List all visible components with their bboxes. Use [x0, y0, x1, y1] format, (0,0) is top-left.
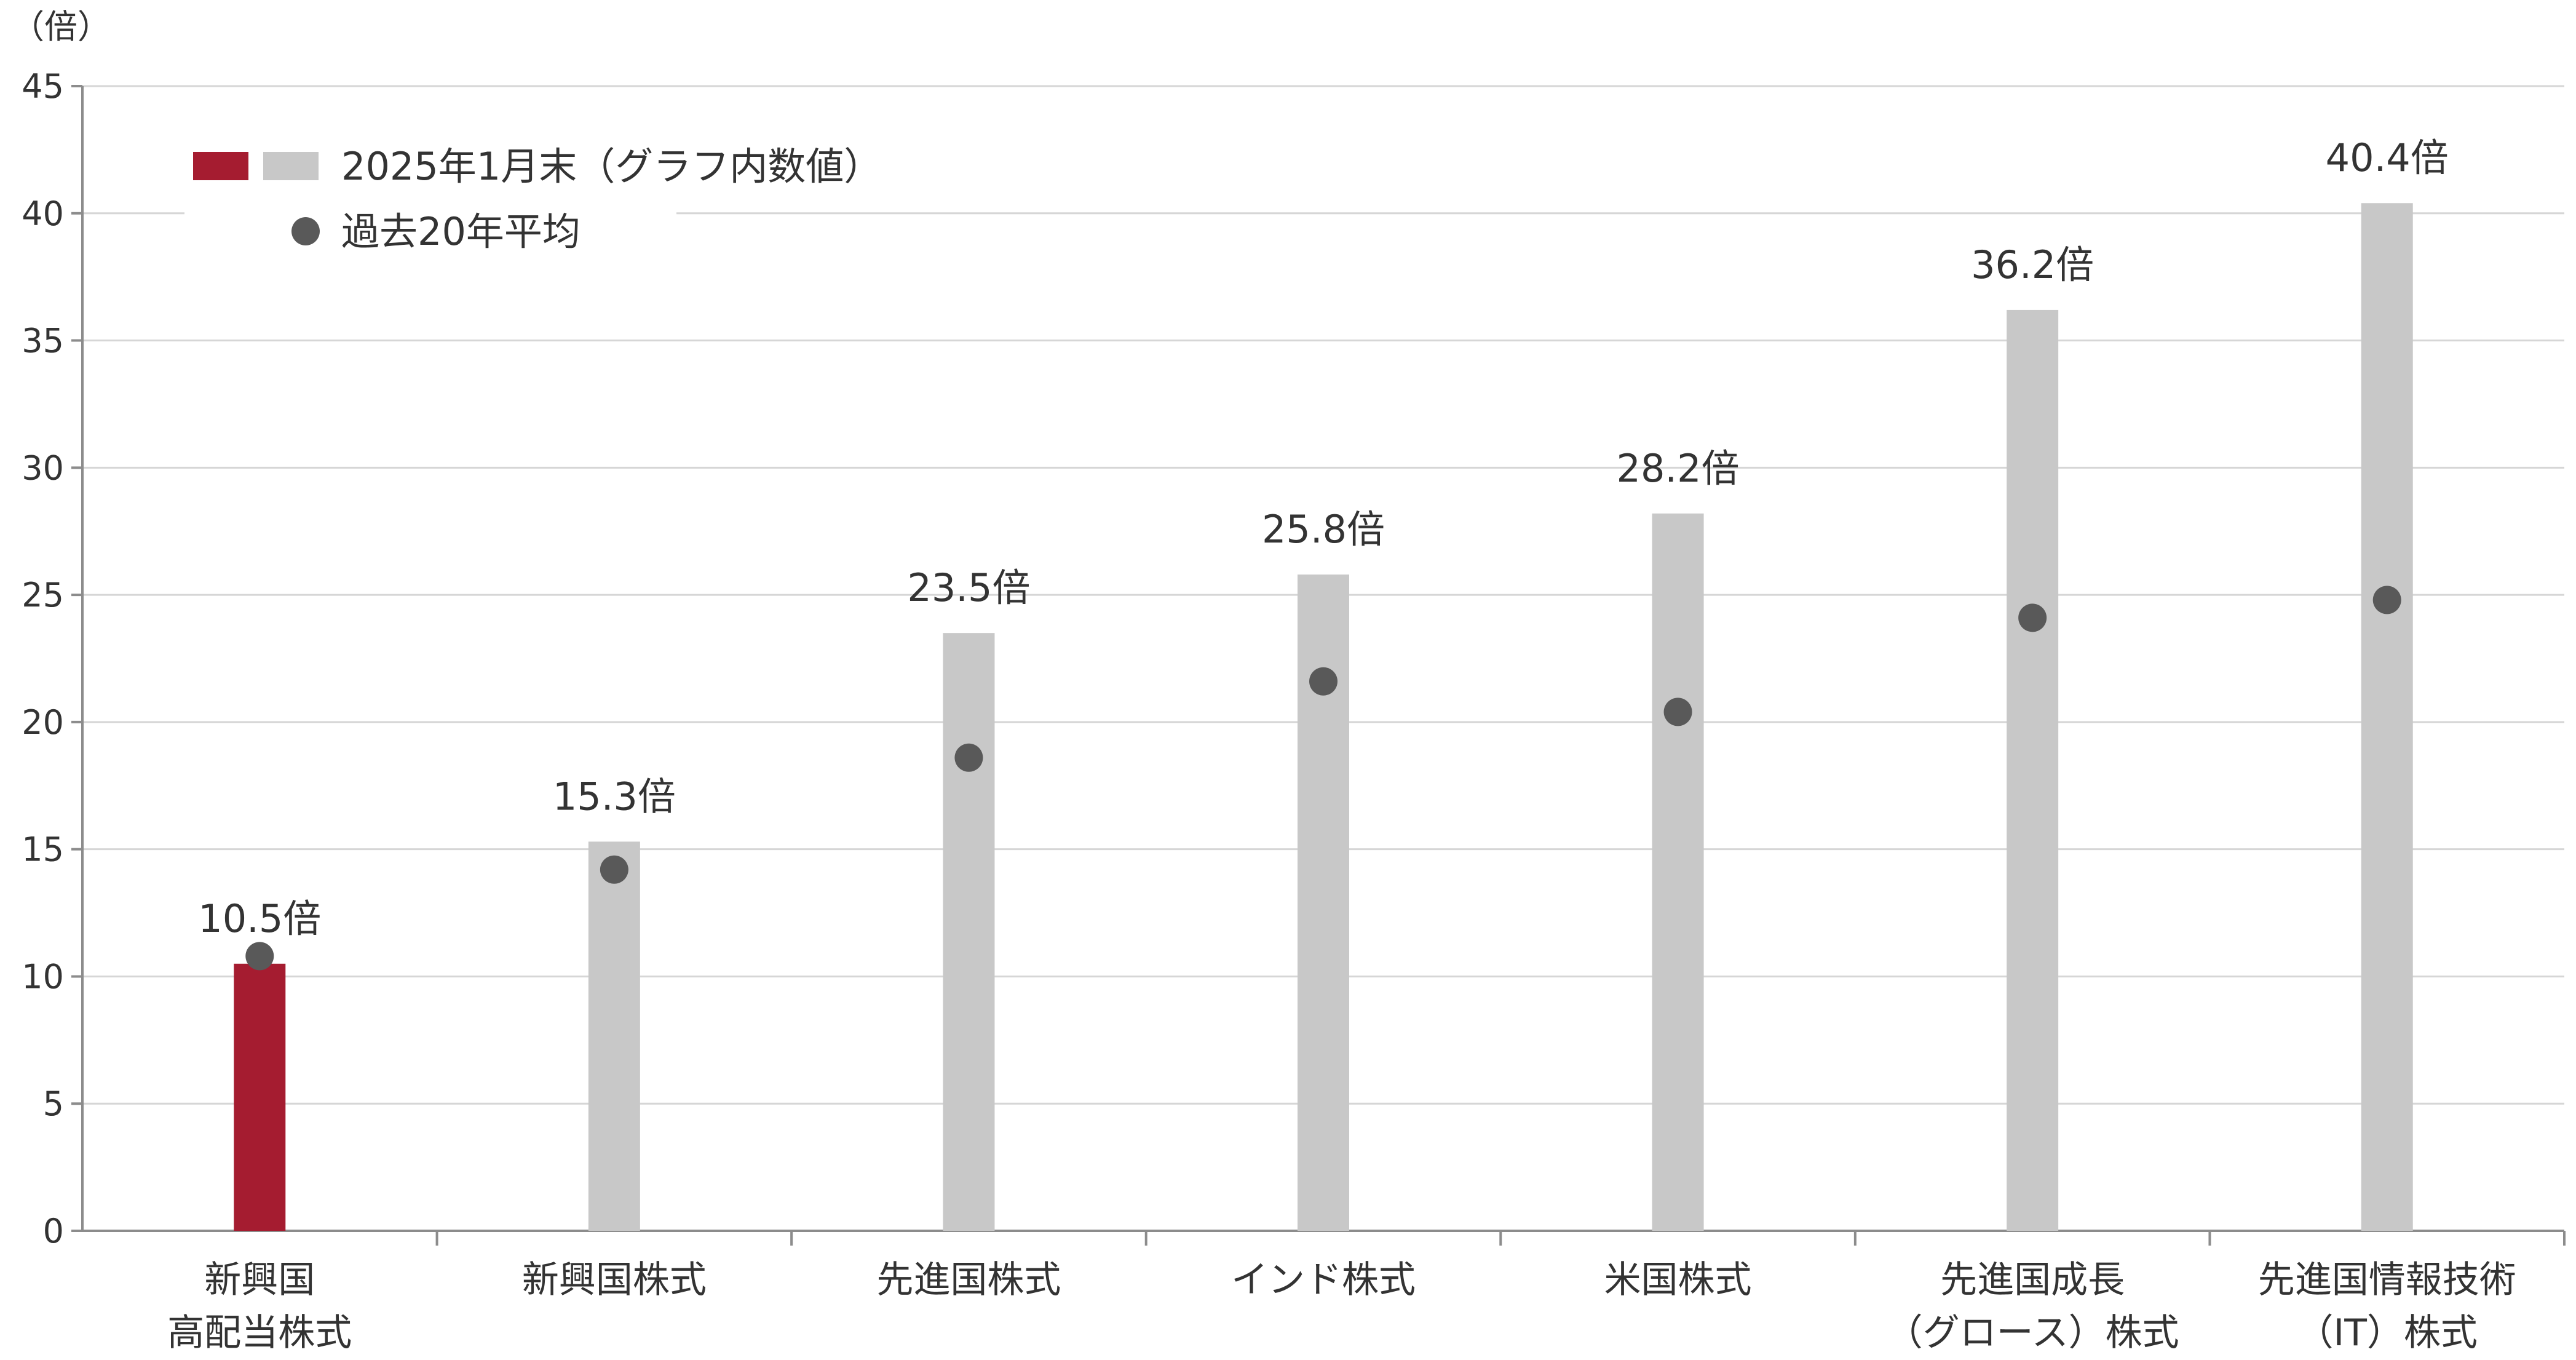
bar	[943, 633, 995, 1231]
bar	[1652, 513, 1704, 1231]
bar	[588, 841, 640, 1231]
average-dot	[245, 942, 274, 971]
y-tick-label: 30	[22, 448, 64, 487]
average-dot	[1663, 698, 1692, 726]
y-tick-label: 10	[22, 957, 64, 996]
bar-value-label: 10.5倍	[198, 896, 321, 941]
legend-swatch-gray	[263, 152, 319, 180]
legend-background	[184, 123, 676, 271]
category-label: インド株式	[1231, 1259, 1416, 1302]
category-label: 高配当株式	[167, 1311, 352, 1354]
y-tick-label: 40	[22, 194, 64, 233]
bar-value-label: 36.2倍	[1971, 242, 2094, 287]
y-tick-label: 20	[22, 703, 64, 742]
bar-value-label: 23.5倍	[907, 565, 1030, 610]
category-label: 新興国株式	[522, 1259, 707, 1302]
legend-swatch-red	[193, 152, 248, 180]
average-dot	[1309, 667, 1338, 696]
average-dots	[245, 586, 2401, 971]
bar-value-label: 28.2倍	[1617, 446, 1740, 491]
bar-value-label: 25.8倍	[1262, 507, 1385, 552]
category-label: 米国株式	[1604, 1259, 1752, 1302]
category-label: （IT）株式	[2297, 1311, 2478, 1354]
average-dot	[2018, 603, 2047, 632]
average-dot	[600, 855, 628, 884]
y-tick-label: 15	[22, 830, 64, 869]
bar-value-label: 15.3倍	[553, 774, 676, 819]
bar-value-label: 40.4倍	[2326, 135, 2449, 180]
bar	[2361, 203, 2413, 1231]
y-axis-ticks: 0 5 10 15 20 25 30 35 40 45	[22, 67, 82, 1251]
legend: 2025年1月末（グラフ内数値） 過去20年平均	[184, 123, 882, 271]
category-label: 先進国株式	[876, 1259, 1061, 1302]
y-tick-label: 45	[22, 67, 64, 106]
category-label: 先進国情報技術	[2258, 1259, 2516, 1302]
category-label: 先進国成長	[1940, 1259, 2125, 1302]
y-tick-label: 35	[22, 322, 64, 360]
y-tick-label: 25	[22, 576, 64, 614]
legend-label-average: 過去20年平均	[341, 209, 581, 254]
legend-dot	[291, 217, 320, 245]
bar	[234, 963, 286, 1231]
data-labels: 10.5倍 15.3倍 23.5倍 25.8倍 28.2倍 36.2倍 40.4倍	[198, 135, 2448, 941]
y-tick-label: 5	[43, 1084, 64, 1123]
bar	[2007, 309, 2059, 1231]
legend-label-bars: 2025年1月末（グラフ内数値）	[341, 144, 882, 189]
y-unit-label: （倍）	[11, 7, 111, 46]
category-label: 新興国	[204, 1259, 315, 1302]
category-label: （グロース）株式	[1886, 1311, 2179, 1354]
bars	[234, 203, 2413, 1231]
average-dot	[954, 743, 983, 772]
y-tick-label: 0	[43, 1212, 64, 1251]
average-dot	[2372, 586, 2401, 614]
